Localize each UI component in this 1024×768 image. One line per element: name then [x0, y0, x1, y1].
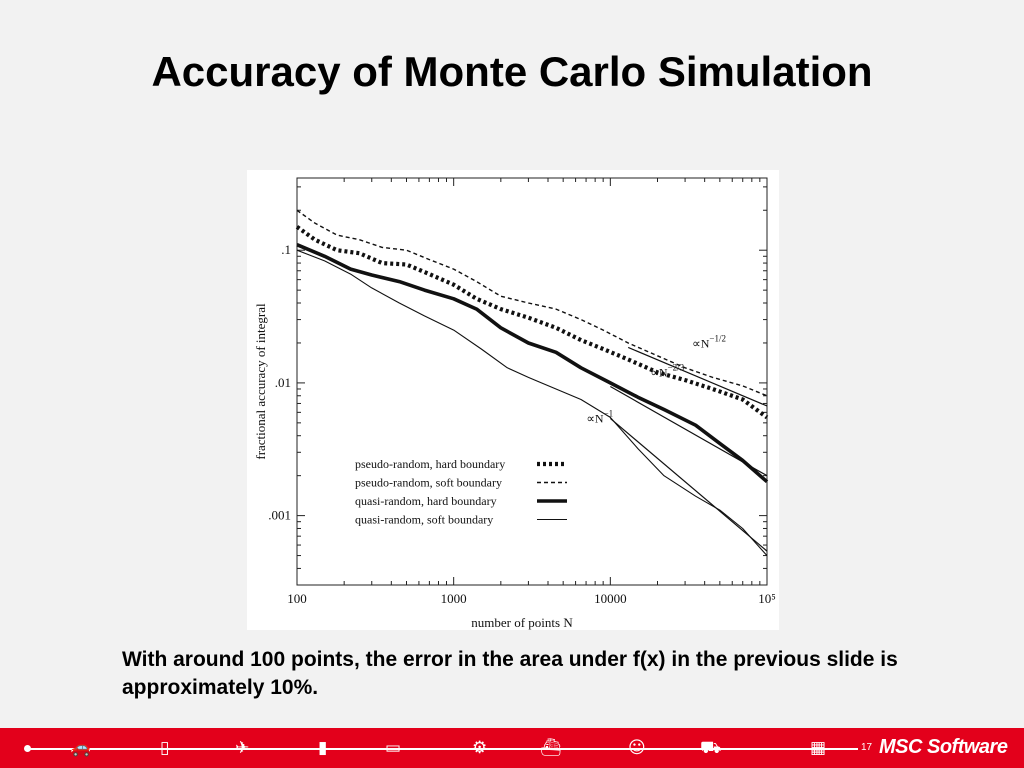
y-axis-label: fractional accuracy of integral: [253, 303, 268, 460]
chart-image: 100 1000 10000 10⁵ .1 .01 .001 number of points…: [247, 170, 779, 630]
y-tick-label: .1: [281, 242, 291, 257]
bottle-icon: ▮: [318, 738, 328, 758]
x-tick-label: 10⁵: [758, 591, 776, 606]
person-icon: ☺: [628, 738, 646, 758]
ship-icon: ⛴: [540, 738, 562, 758]
reference-label: ∝N−1: [586, 408, 613, 425]
series-line-2: [296, 209, 768, 397]
slide-caption: With around 100 points, the error in the…: [122, 648, 898, 699]
series-line-3: [296, 243, 769, 484]
series-line-4: [296, 249, 768, 556]
y-tick-label: .001: [268, 508, 291, 523]
plot-frame: [296, 177, 768, 586]
reference-line-2: [610, 385, 768, 477]
footer-line: [28, 748, 858, 750]
legend-label: quasi-random, hard boundary: [355, 494, 497, 508]
legend-label: quasi-random, soft boundary: [355, 513, 493, 527]
x-tick-label: 1000: [441, 591, 467, 606]
reference-line-3: [609, 417, 768, 552]
x-axis-label: number of points N: [471, 615, 573, 630]
train-icon: ▭: [385, 738, 402, 758]
legend-label: pseudo-random, soft boundary: [355, 476, 502, 490]
x-tick-label: 100: [287, 591, 307, 606]
slide-title: Accuracy of Monte Carlo Simulation: [151, 48, 873, 95]
msc-software-logo: MSC Software: [879, 736, 1008, 758]
x-tick-label: 10000: [594, 591, 627, 606]
gear-icon: ⚙: [472, 738, 488, 758]
page-number: 17: [861, 742, 873, 753]
car-icon: 🚗: [70, 738, 92, 758]
legend-label: pseudo-random, hard boundary: [355, 457, 505, 471]
log-log-chart: 100 1000 10000 10⁵ .1 .01 .001 number of points…: [253, 177, 776, 630]
tractor-icon: ⛟: [700, 738, 722, 758]
y-tick-label: .01: [275, 375, 291, 390]
airplane-icon: ✈: [235, 738, 250, 758]
footer-dot: [24, 745, 31, 752]
building-icon: ▦: [810, 738, 827, 758]
series-line-1: [295, 225, 769, 420]
phone-icon: ▯: [160, 738, 170, 758]
reference-line-1: [627, 346, 768, 407]
reference-label: ∝N−1/2: [692, 333, 726, 350]
footer-bar: 🚗 ▯ ✈ ▮ ▭ ⚙ ⛴ ☺ ⛟ ▦ 17 MSC Software: [0, 728, 1024, 768]
